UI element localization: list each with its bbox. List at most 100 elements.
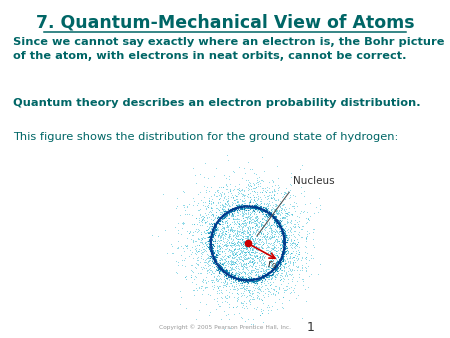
Point bbox=[255, 257, 262, 262]
Point bbox=[230, 275, 238, 280]
Point bbox=[235, 218, 242, 224]
Point bbox=[244, 241, 251, 246]
Point bbox=[230, 272, 237, 277]
Point bbox=[224, 200, 231, 206]
Point bbox=[261, 209, 269, 214]
Point bbox=[268, 268, 275, 274]
Point bbox=[212, 255, 220, 260]
Point bbox=[283, 214, 290, 219]
Point bbox=[258, 228, 265, 234]
Point bbox=[216, 262, 223, 267]
Point bbox=[244, 236, 252, 242]
Point bbox=[242, 238, 249, 243]
Point bbox=[218, 264, 225, 269]
Point bbox=[241, 193, 248, 199]
Point bbox=[223, 210, 230, 215]
Point bbox=[238, 223, 245, 228]
Point bbox=[216, 251, 223, 257]
Point bbox=[234, 252, 241, 257]
Point bbox=[286, 242, 293, 247]
Point bbox=[196, 259, 203, 265]
Point bbox=[252, 281, 259, 286]
Point bbox=[219, 231, 226, 237]
Point bbox=[269, 234, 276, 239]
Point bbox=[211, 232, 218, 237]
Point bbox=[220, 212, 227, 217]
Point bbox=[225, 294, 233, 299]
Point bbox=[280, 235, 288, 240]
Point bbox=[280, 191, 288, 197]
Point bbox=[194, 255, 201, 260]
Point bbox=[257, 231, 265, 237]
Point bbox=[277, 225, 284, 230]
Point bbox=[251, 186, 258, 191]
Point bbox=[243, 239, 250, 244]
Point bbox=[252, 278, 259, 284]
Point bbox=[252, 203, 260, 209]
Point bbox=[286, 224, 293, 230]
Point bbox=[192, 238, 199, 244]
Point bbox=[248, 249, 255, 255]
Point bbox=[211, 191, 218, 196]
Point bbox=[262, 282, 269, 288]
Point bbox=[221, 272, 229, 277]
Point bbox=[259, 207, 266, 212]
Point bbox=[202, 207, 210, 212]
Point bbox=[283, 260, 290, 266]
Point bbox=[290, 287, 297, 292]
Point bbox=[193, 248, 200, 254]
Point bbox=[229, 209, 236, 214]
Point bbox=[237, 242, 244, 247]
Point bbox=[207, 233, 214, 239]
Point bbox=[227, 262, 234, 267]
Point bbox=[205, 188, 212, 193]
Point bbox=[193, 256, 200, 261]
Point bbox=[243, 241, 250, 246]
Point bbox=[216, 199, 223, 205]
Point bbox=[220, 229, 227, 234]
Point bbox=[213, 219, 220, 224]
Point bbox=[291, 208, 298, 213]
Point bbox=[280, 241, 287, 246]
Point bbox=[260, 240, 267, 245]
Point bbox=[268, 260, 275, 265]
Point bbox=[280, 202, 288, 207]
Point bbox=[207, 235, 214, 241]
Point bbox=[248, 271, 255, 276]
Point bbox=[303, 232, 310, 237]
Point bbox=[286, 298, 293, 303]
Point bbox=[248, 268, 256, 273]
Point bbox=[271, 203, 279, 209]
Point bbox=[234, 203, 241, 208]
Point bbox=[215, 262, 222, 267]
Point bbox=[252, 204, 259, 209]
Point bbox=[272, 213, 279, 218]
Point bbox=[272, 201, 279, 207]
Point bbox=[252, 204, 259, 210]
Point bbox=[270, 214, 277, 219]
Point bbox=[274, 222, 281, 227]
Point bbox=[230, 208, 238, 213]
Point bbox=[225, 222, 232, 227]
Point bbox=[288, 250, 295, 256]
Point bbox=[222, 269, 230, 274]
Point bbox=[281, 240, 288, 245]
Point bbox=[244, 246, 251, 251]
Point bbox=[233, 193, 240, 199]
Point bbox=[233, 221, 240, 226]
Point bbox=[245, 255, 252, 261]
Point bbox=[217, 192, 224, 198]
Point bbox=[220, 271, 228, 276]
Point bbox=[212, 225, 219, 231]
Point bbox=[290, 223, 297, 229]
Point bbox=[240, 228, 247, 234]
Point bbox=[211, 221, 218, 226]
Point bbox=[298, 263, 306, 268]
Point bbox=[208, 221, 215, 226]
Point bbox=[219, 248, 226, 254]
Point bbox=[214, 246, 221, 251]
Point bbox=[274, 252, 281, 258]
Point bbox=[238, 276, 245, 282]
Point bbox=[206, 258, 213, 263]
Point bbox=[248, 288, 255, 293]
